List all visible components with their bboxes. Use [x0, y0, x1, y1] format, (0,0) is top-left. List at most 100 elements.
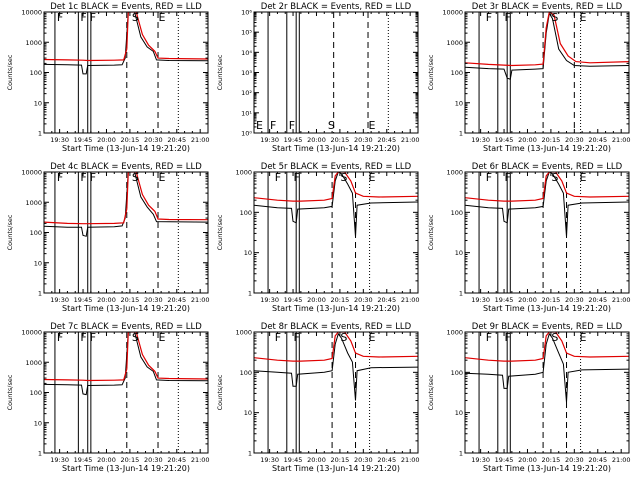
flag-label: F	[57, 331, 63, 344]
x-tick-label: 21:00	[401, 136, 420, 144]
x-tick-label: 19:45	[284, 456, 303, 464]
x-tick-label: 20:30	[565, 456, 584, 464]
panel-title: Det 5r BLACK = Events, RED = LLD	[261, 162, 412, 172]
y-tick-label: 1000	[235, 329, 252, 337]
x-tick-label: 20:45	[167, 296, 186, 304]
y-tick-label: 1	[38, 450, 42, 458]
x-tick-label: 20:15	[331, 456, 350, 464]
panel-title: Det 6r BLACK = Events, RED = LLD	[472, 162, 623, 172]
flag-label: S	[340, 331, 347, 344]
x-tick-label: 19:30	[471, 456, 490, 464]
x-axis-label: Start Time (13-Jun-14 19:21:20)	[272, 144, 400, 153]
flag-label: F	[504, 331, 510, 344]
series-events	[254, 172, 418, 237]
plot-area	[465, 172, 629, 293]
x-tick-label: 20:45	[377, 456, 396, 464]
x-axis-label: Start Time (13-Jun-14 19:21:20)	[62, 464, 190, 473]
y-tick-label: 10000	[21, 9, 42, 17]
flag-label: F	[90, 171, 96, 184]
series-lld	[465, 332, 629, 362]
x-tick-label: 21:00	[401, 456, 420, 464]
plot-frame	[253, 11, 419, 134]
x-tick-label: 19:45	[74, 136, 93, 144]
x-tick-label: 21:00	[191, 456, 210, 464]
y-axis-label: Counts/sec	[427, 54, 435, 90]
flag-label: S	[132, 171, 139, 184]
y-tick-label: 10000	[21, 169, 42, 177]
x-tick-label: 19:45	[495, 136, 514, 144]
y-axis-label: Counts/sec	[6, 374, 14, 410]
flag-label: F	[270, 119, 276, 132]
flag-label: F	[504, 11, 510, 24]
plot-frame	[43, 171, 209, 294]
x-tick-label: 20:15	[121, 296, 140, 304]
x-tick-label: 20:30	[354, 456, 373, 464]
plot-area	[254, 172, 418, 293]
plot-area	[44, 12, 208, 133]
y-tick-label: 10²	[241, 89, 252, 97]
plot-frame	[43, 331, 209, 454]
x-tick-label: 20:45	[588, 136, 607, 144]
x-tick-label: 20:00	[307, 136, 326, 144]
panel-title: Det 3r BLACK = Events, RED = LLD	[472, 2, 623, 12]
y-tick-label: 10	[34, 99, 42, 107]
flag-label: F	[504, 171, 510, 184]
x-tick-label: 21:00	[401, 296, 420, 304]
series-events	[254, 332, 418, 401]
y-tick-label: 10000	[21, 329, 42, 337]
x-tick-label: 19:30	[50, 296, 69, 304]
y-tick-label: 10	[34, 419, 42, 427]
series-lld	[254, 172, 418, 202]
x-tick-label: 20:30	[354, 136, 373, 144]
x-tick-label: 19:30	[260, 136, 279, 144]
x-tick-label: 20:15	[121, 136, 140, 144]
y-tick-label: 100	[30, 69, 42, 77]
flag-label: F	[80, 331, 86, 344]
x-tick-label: 20:00	[97, 456, 116, 464]
flag-label: F	[486, 11, 492, 24]
x-axis-label: Start Time (13-Jun-14 19:21:20)	[483, 144, 611, 153]
y-tick-label: 100	[451, 369, 463, 377]
panel-title: Det 7c BLACK = Events, RED = LLD	[50, 322, 202, 332]
flag-label: E	[158, 11, 165, 24]
x-tick-label: 19:45	[495, 456, 514, 464]
plot-frame	[253, 171, 419, 294]
y-tick-label: 10	[455, 409, 463, 417]
flag-label: E	[368, 119, 375, 132]
y-tick-label: 1	[38, 130, 42, 138]
x-axis-label: Start Time (13-Jun-14 19:21:20)	[62, 304, 190, 313]
x-tick-label: 20:00	[307, 296, 326, 304]
y-tick-label: 100	[240, 209, 252, 217]
flag-label: S	[551, 331, 558, 344]
y-tick-label: 1	[38, 290, 42, 298]
y-axis-label: Counts/sec	[427, 374, 435, 410]
flag-label: F	[289, 119, 295, 132]
x-tick-label: 20:30	[354, 296, 373, 304]
x-tick-label: 20:15	[331, 136, 350, 144]
y-tick-label: 100	[451, 69, 463, 77]
x-axis-label: Start Time (13-Jun-14 19:21:20)	[483, 464, 611, 473]
x-tick-label: 20:30	[565, 296, 584, 304]
y-tick-label: 10	[455, 99, 463, 107]
series-events	[44, 332, 208, 396]
y-tick-label: 1	[248, 450, 252, 458]
x-tick-label: 20:00	[518, 296, 537, 304]
flag-label: E	[579, 171, 586, 184]
plot-area	[44, 172, 208, 293]
y-axis-label: Counts/sec	[6, 214, 14, 250]
flag-label: F	[80, 171, 86, 184]
x-tick-label: 20:15	[542, 456, 561, 464]
series-events	[465, 172, 629, 237]
plot-frame	[43, 11, 209, 134]
y-tick-label: 10000	[442, 9, 463, 17]
x-tick-label: 21:00	[191, 296, 210, 304]
x-axis-label: Start Time (13-Jun-14 19:21:20)	[272, 304, 400, 313]
x-tick-label: 20:00	[97, 136, 116, 144]
series-lld	[44, 332, 208, 382]
